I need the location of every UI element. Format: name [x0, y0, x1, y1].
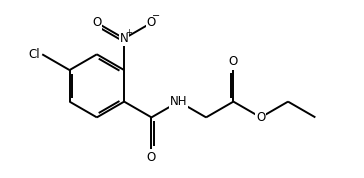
Text: NH: NH	[170, 95, 187, 108]
Text: +: +	[125, 28, 132, 37]
Text: O: O	[92, 16, 102, 29]
Text: O: O	[147, 151, 156, 164]
Text: O: O	[256, 111, 265, 124]
Text: N: N	[120, 32, 128, 45]
Text: Cl: Cl	[28, 48, 40, 61]
Text: −: −	[152, 11, 160, 22]
Text: O: O	[229, 54, 238, 68]
Text: O: O	[147, 16, 156, 29]
